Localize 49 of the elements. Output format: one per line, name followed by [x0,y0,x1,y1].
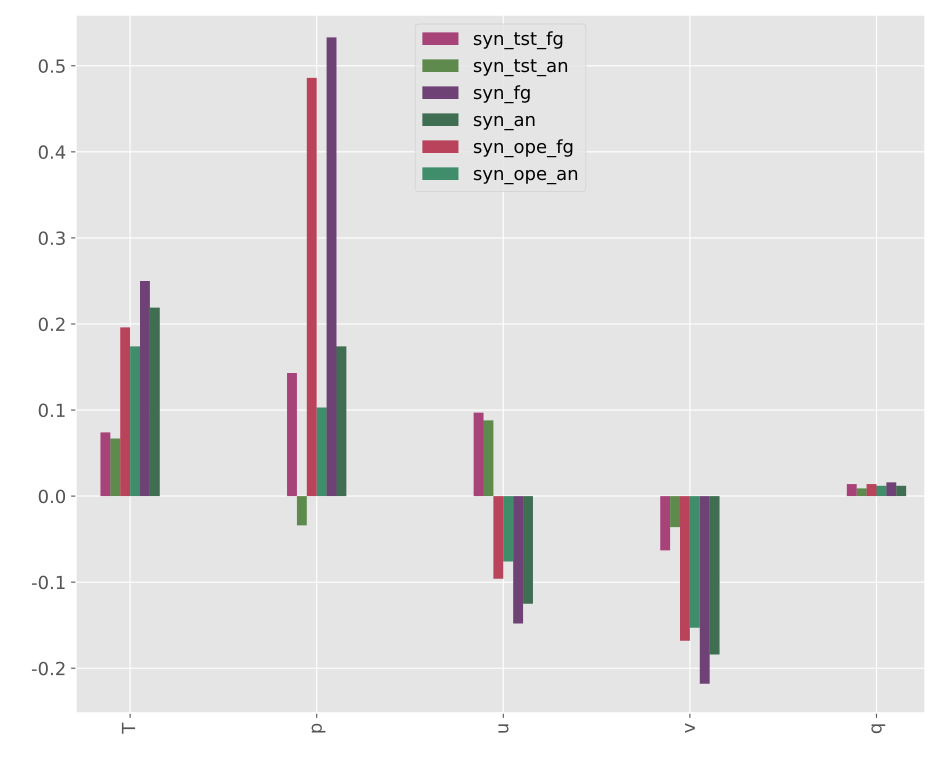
bar [120,327,130,496]
bar [493,496,504,579]
bar [886,482,896,496]
x-tick-label: v [685,723,695,733]
bar [474,412,484,496]
x-tick-label: T [122,722,136,734]
x-tick-label: p [312,724,326,733]
legend-label: syn_an [474,116,534,130]
bar [680,496,690,641]
bar [287,373,297,496]
bar [700,496,710,684]
bar [130,346,140,496]
bar [100,432,110,496]
y-tick-label: -0.1 [32,576,65,590]
bar [523,496,533,604]
y-tick-label: 0.5 [38,59,65,73]
bar [306,78,317,496]
bar [670,496,680,528]
y-tick-label: 0.2 [38,317,64,332]
bar [326,37,336,496]
legend-label: syn_tst_an [474,59,568,76]
bar [896,486,906,496]
legend-label: syn_ope_fg [474,139,572,158]
bar [660,496,670,550]
bar [876,486,886,496]
bar [316,407,327,496]
y-tick-label: 0.3 [38,231,65,246]
legend-label: syn_fg [474,85,530,104]
legend-label: syn_tst_fg [474,31,562,50]
bar [150,308,160,496]
legend-label: syn_ope_an [474,170,578,184]
bar [140,280,150,496]
bar [484,420,494,496]
bar [710,496,720,654]
x-tick-label: q [871,724,886,734]
y-tick-label: 0.0 [38,490,66,504]
y-tick-label: 0.4 [38,145,66,159]
bar [866,484,876,496]
bar [503,496,514,562]
x-tick-label: u [498,724,509,733]
bar [856,488,867,496]
bar [846,484,857,496]
bar [690,496,700,628]
y-tick-label: 0.1 [38,404,65,418]
bar [296,496,307,526]
bar [336,346,346,496]
bar [513,496,524,624]
y-tick-label: -0.2 [32,662,64,676]
bar [110,438,120,496]
